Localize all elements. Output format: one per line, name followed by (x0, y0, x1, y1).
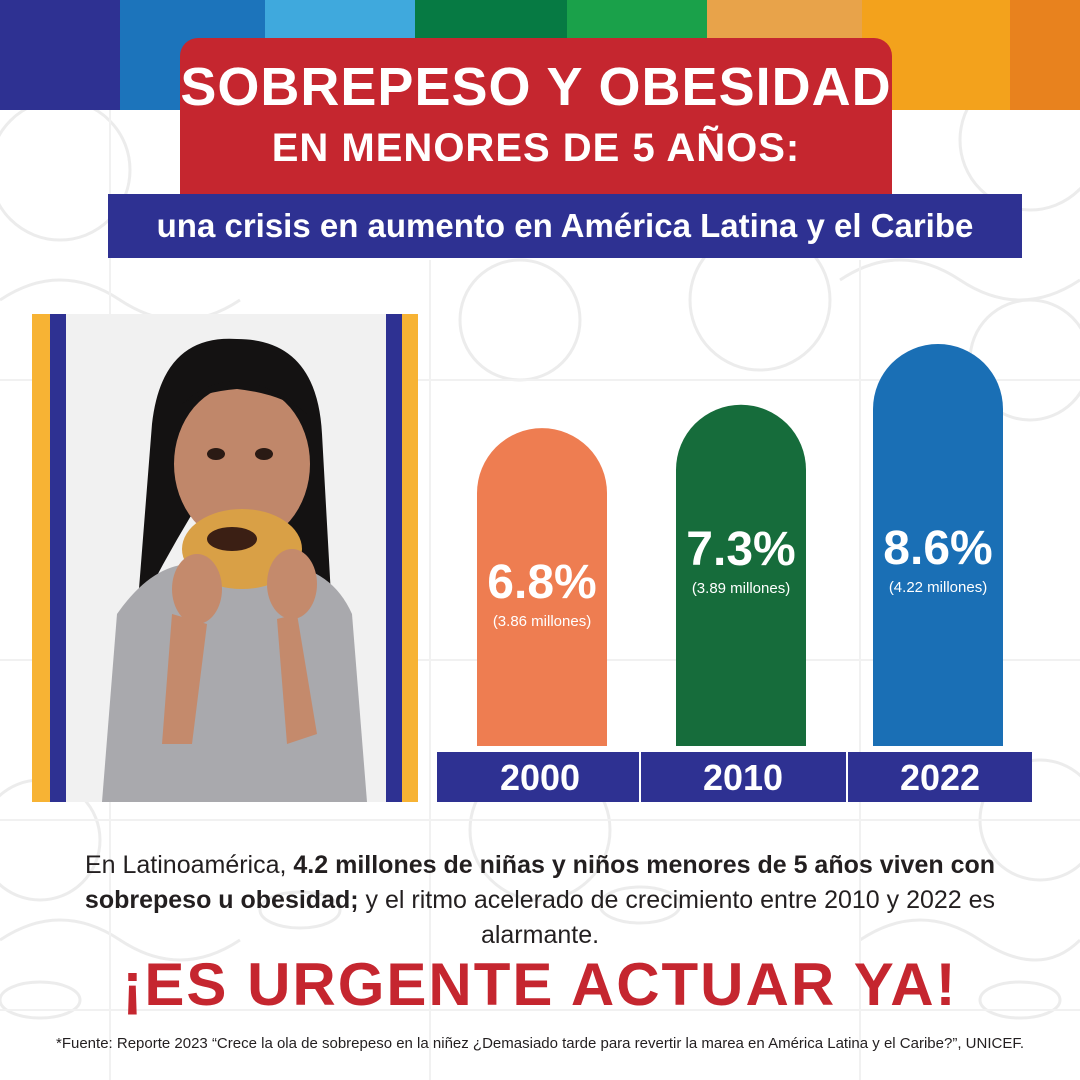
call-to-action: ¡ES URGENTE ACTUAR YA! (122, 951, 958, 1018)
bar-2010 (676, 404, 806, 746)
summary-highlight: 4.2 millones de niñas y niños menores de… (84, 851, 996, 914)
category-label: 2010 (703, 757, 783, 798)
page-subtitle: una crisis en aumento en América Latina … (156, 207, 974, 244)
data-label-sub: (4.22 millones) (889, 579, 987, 596)
bar-2022 (873, 344, 1003, 746)
data-label-sub: (3.89 millones) (692, 580, 790, 597)
top-stripe (0, 0, 120, 110)
data-label-value: 8.6% (883, 522, 992, 575)
category-label: 2000 (500, 757, 580, 798)
page-title: SOBREPESO Y OBESIDAD (180, 57, 892, 117)
summary-rest: y el ritmo acelerado de crecimiento entr… (358, 886, 996, 949)
data-label-value: 7.3% (686, 523, 795, 576)
summary-text: En Latinoamérica, 4.2 millones de niñas … (30, 848, 1050, 953)
page-title-line-2: EN MENORES DE 5 AÑOS: (271, 126, 801, 170)
category-axis-band (437, 752, 1032, 802)
top-stripe (1010, 0, 1080, 110)
category-label: 2022 (900, 757, 980, 798)
data-label-sub: (3.86 millones) (493, 613, 591, 630)
child-eating-pastry-photo (32, 314, 418, 802)
bar-2000 (477, 428, 607, 746)
summary-intro: En Latinoamérica, (84, 851, 294, 879)
title-banner: SOBREPESO Y OBESIDAD EN MENORES DE 5 AÑO… (180, 38, 892, 194)
subtitle-banner: una crisis en aumento en América Latina … (108, 194, 1022, 258)
data-label-value: 6.8% (487, 556, 596, 609)
source-note: *Fuente: Reporte 2023 “Crece la ola de s… (56, 1035, 1024, 1052)
